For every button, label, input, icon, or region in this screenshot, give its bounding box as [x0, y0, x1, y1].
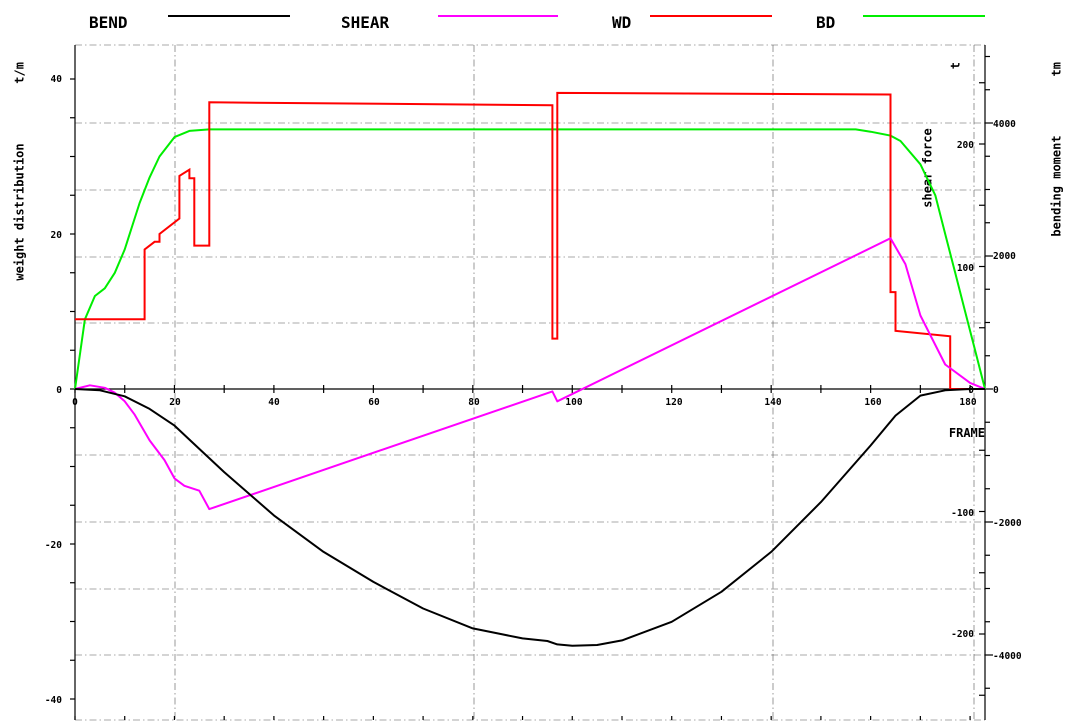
x-tick-label: 80 — [468, 397, 480, 408]
x-tick-label: 160 — [864, 397, 881, 408]
x-tick-label: 180 — [959, 397, 976, 408]
y-bending-tick-label: 2000 — [993, 251, 1016, 262]
x-tick-labels: 0 20 40 60 80 100 120 140 160 180 — [72, 397, 977, 408]
y-left-tick-label: 0 — [56, 385, 62, 396]
y-bending-tick-label: -2000 — [993, 518, 1022, 529]
series-line-wd — [75, 91, 985, 390]
legend: BEND SHEAR WD BD — [89, 13, 985, 32]
y-bending-tick-label: 4000 — [993, 119, 1016, 130]
legend-label-bend: BEND — [89, 13, 128, 32]
y-bending-axis-title: bending moment — [1050, 135, 1064, 236]
y-left-tick-label: 40 — [51, 74, 63, 85]
series-layer — [74, 91, 986, 647]
y-bending-unit: tm — [1050, 62, 1064, 76]
y-left-tick-labels: 40 20 0 -20 -40 — [45, 74, 62, 706]
y-shear-unit: t — [949, 62, 963, 69]
y-bending-tick-labels: 4000 2000 0 -2000 -4000 — [993, 119, 1022, 662]
y-left-axis-title: weight distribution — [13, 143, 27, 280]
y-shear-tick-label: -200 — [951, 629, 974, 640]
x-tick-label: 100 — [565, 397, 582, 408]
x-tick-label: 0 — [72, 397, 78, 408]
y-shear-tick-label: 0 — [968, 385, 974, 396]
x-tick-label: 120 — [665, 397, 682, 408]
series-line-bend — [74, 388, 985, 647]
legend-label-bd: BD — [816, 13, 835, 32]
y-bending-tick-label: 0 — [993, 385, 999, 396]
x-tick-label: 40 — [268, 397, 280, 408]
plot-frame — [74, 44, 986, 721]
y-left-tick-label: -20 — [45, 540, 62, 551]
y-left-tick-label: 20 — [51, 230, 63, 241]
y-shear-tick-label: 200 — [957, 140, 974, 151]
legend-label-wd: WD — [612, 13, 631, 32]
x-tick-label: 140 — [764, 397, 781, 408]
series-line-shear — [74, 237, 986, 511]
y-shear-tick-label: -100 — [951, 508, 974, 519]
x-axis-title: FRAME — [949, 426, 985, 440]
y-left-unit: t/m — [13, 62, 27, 84]
y-shear-tick-labels: 200 100 0 -100 -200 — [951, 140, 974, 640]
x-tick-label: 20 — [169, 397, 181, 408]
tick-marks — [70, 55, 993, 720]
y-bending-tick-label: -4000 — [993, 651, 1022, 662]
x-tick-label: 60 — [368, 397, 380, 408]
y-left-tick-label: -40 — [45, 695, 62, 706]
y-shear-tick-label: 100 — [957, 263, 974, 274]
legend-label-shear: SHEAR — [341, 13, 390, 32]
